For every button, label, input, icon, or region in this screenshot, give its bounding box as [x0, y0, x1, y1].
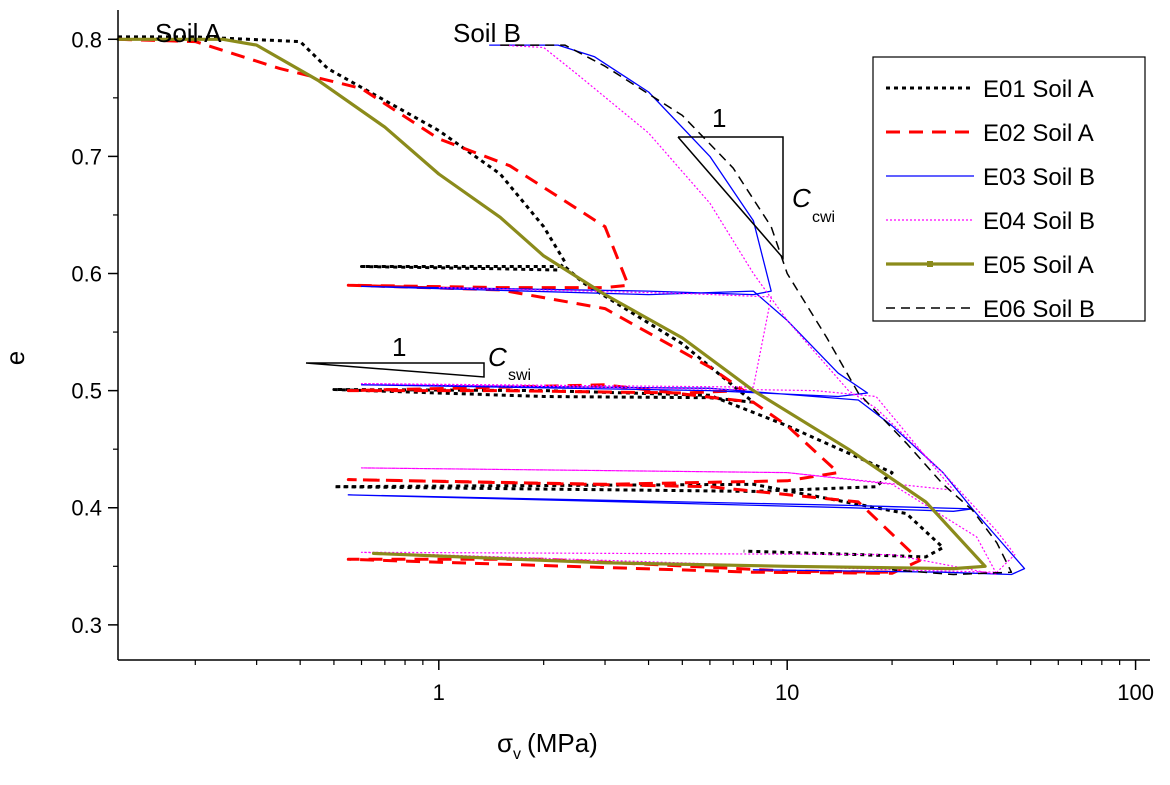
- swi-slope-triangle: [305, 362, 485, 378]
- x-axis-subscript: v: [513, 746, 521, 763]
- x-axis-title: σv (MPa): [497, 728, 598, 763]
- plot-layer: [116, 35, 1026, 576]
- y-tick-label: 0.8: [71, 27, 102, 52]
- axes-layer: 0.3 0.4 0.5 0.6 0.7 0.8 1 10 100: [71, 10, 1154, 705]
- cwi-one-label: 1: [712, 103, 726, 133]
- y-tick-label: 0.3: [71, 613, 102, 638]
- x-tick-label: 100: [1117, 680, 1154, 705]
- series-line-2: [117, 37, 922, 575]
- soil-b-label: Soil B: [453, 18, 521, 48]
- series-line-4: [360, 44, 1016, 576]
- y-tick-label: 0.7: [71, 144, 102, 169]
- legend-label-6: E06 Soil B: [983, 296, 1095, 323]
- cwi-subscript: cwi: [812, 209, 835, 226]
- legend-label-4: E04 Soil B: [983, 208, 1095, 235]
- swi-c-label: C: [488, 342, 507, 372]
- y-axis-title: e: [0, 351, 30, 365]
- legend-label-5: E05 Soil A: [983, 252, 1094, 279]
- legend-label-3: E03 Soil B: [983, 164, 1095, 191]
- legend-label-1: E01 Soil A: [983, 76, 1094, 103]
- x-tick-label: 1: [433, 680, 445, 705]
- legend-marker-5: [927, 261, 933, 267]
- x-axis-unit: (MPa): [527, 728, 598, 758]
- x-axis-symbol: σ: [497, 728, 513, 758]
- cwi-c-label: C: [792, 183, 811, 213]
- legend: E01 Soil A E02 Soil A E03 Soil B E04 Soil B…: [872, 56, 1146, 323]
- y-tick-label: 0.4: [71, 496, 102, 521]
- annotation-layer: Soil A Soil B 1 C cwi 1 C swi: [155, 18, 835, 384]
- swi-one-label: 1: [392, 332, 406, 362]
- legend-label-2: E02 Soil A: [983, 120, 1094, 147]
- series-line-1: [118, 35, 945, 559]
- x-tick-label: 10: [775, 680, 799, 705]
- y-tick-label: 0.5: [71, 379, 102, 404]
- legend-box: [872, 56, 1146, 322]
- series-line-6: [500, 44, 1013, 576]
- cwi-slope-triangle: [677, 136, 784, 261]
- soil-a-label: Soil A: [155, 18, 222, 48]
- series-line-5: [116, 37, 987, 571]
- swi-subscript: swi: [508, 367, 531, 384]
- y-tick-label: 0.6: [71, 262, 102, 287]
